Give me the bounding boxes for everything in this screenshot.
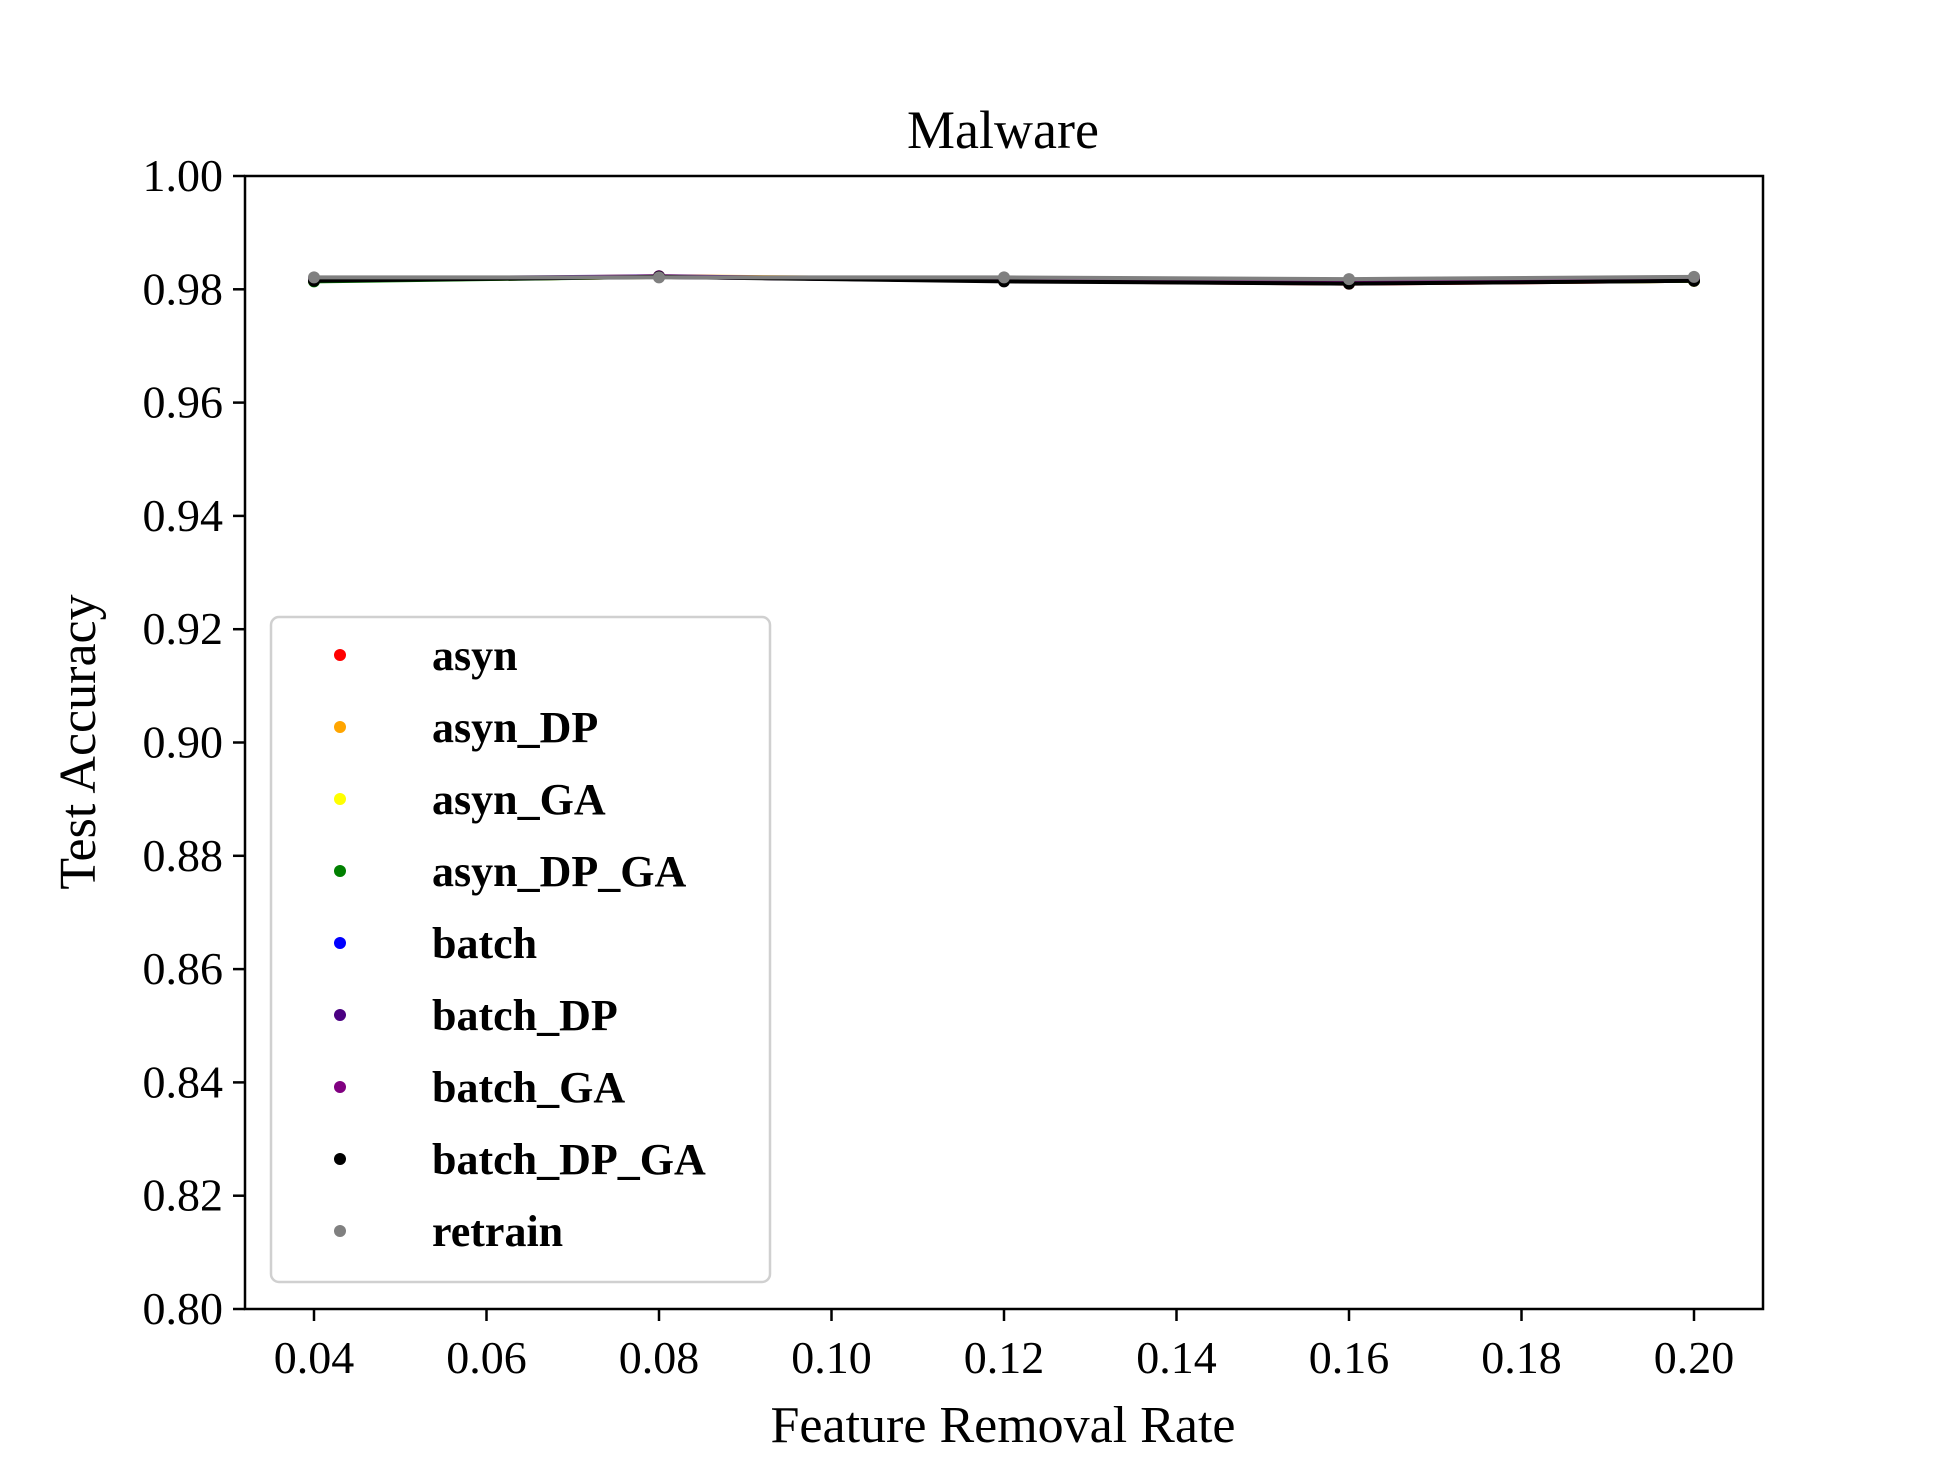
legend-label-batch-dp-ga: batch_DP_GA — [432, 1135, 706, 1184]
data-point-retrain — [998, 271, 1010, 284]
x-tick-label: 0.14 — [1136, 1332, 1217, 1383]
data-point-retrain — [653, 271, 665, 284]
y-tick-label: 0.90 — [143, 717, 224, 768]
legend-marker-batch-ga — [334, 1081, 346, 1093]
legend-marker-asyn-dp-ga — [334, 865, 346, 877]
y-tick-label: 0.96 — [143, 377, 224, 428]
series-layer — [308, 270, 1700, 290]
legend-label-retrain: retrain — [432, 1207, 563, 1256]
x-tick-label: 0.16 — [1309, 1332, 1390, 1383]
legend-box — [269, 615, 772, 1284]
legend-label-batch-dp: batch_DP — [432, 991, 618, 1040]
legend-marker-batch — [334, 937, 346, 949]
data-point-retrain — [308, 271, 320, 284]
legend-marker-retrain — [334, 1225, 346, 1237]
y-tick-label: 0.82 — [143, 1170, 224, 1221]
x-tick-label: 0.06 — [446, 1332, 527, 1383]
x-tick-label: 0.08 — [619, 1332, 700, 1383]
x-tick-label: 0.20 — [1654, 1332, 1735, 1383]
x-tick-label: 0.10 — [791, 1332, 872, 1383]
y-axis-label: Test Accuracy — [50, 594, 107, 889]
ticks-layer: 0.04 0.06 0.08 0.10 0.12 0.14 0.16 0.18 0.20 0.80… — [143, 150, 1735, 1383]
x-tick-label: 0.12 — [964, 1332, 1045, 1383]
legend-marker-asyn-dp — [334, 721, 346, 733]
x-tick-label: 0.04 — [274, 1332, 355, 1383]
y-tick-label: 0.86 — [143, 943, 224, 994]
y-tick-label: 0.80 — [143, 1283, 224, 1334]
data-point-retrain — [1688, 270, 1700, 283]
legend-label-batch: batch — [432, 919, 537, 968]
legend-label-asyn-ga: asyn_GA — [432, 775, 606, 824]
x-axis-label: Feature Removal Rate — [771, 1397, 1236, 1453]
y-tick-label: 0.84 — [143, 1056, 224, 1107]
legend-label-asyn-dp-ga: asyn_DP_GA — [432, 847, 686, 896]
y-tick-label: 1.00 — [143, 150, 224, 201]
legend-marker-batch-dp-ga — [334, 1153, 346, 1165]
chart-title: Malware — [907, 100, 1099, 160]
y-tick-label: 0.92 — [143, 603, 224, 654]
legend-marker-asyn-ga — [334, 793, 346, 805]
legend-marker-batch-dp — [334, 1009, 346, 1021]
x-tick-label: 0.18 — [1481, 1332, 1562, 1383]
legend-label-batch-ga: batch_GA — [432, 1063, 625, 1112]
y-tick-label: 0.94 — [143, 490, 224, 541]
legend-label-asyn-dp: asyn_DP — [432, 703, 598, 752]
data-point-retrain — [1343, 273, 1355, 286]
y-tick-label: 0.98 — [143, 263, 224, 314]
legend-label-asyn: asyn — [432, 631, 518, 680]
legend-marker-asyn — [334, 649, 346, 661]
y-tick-label: 0.88 — [143, 830, 224, 881]
plot-frame — [243, 174, 1765, 1311]
